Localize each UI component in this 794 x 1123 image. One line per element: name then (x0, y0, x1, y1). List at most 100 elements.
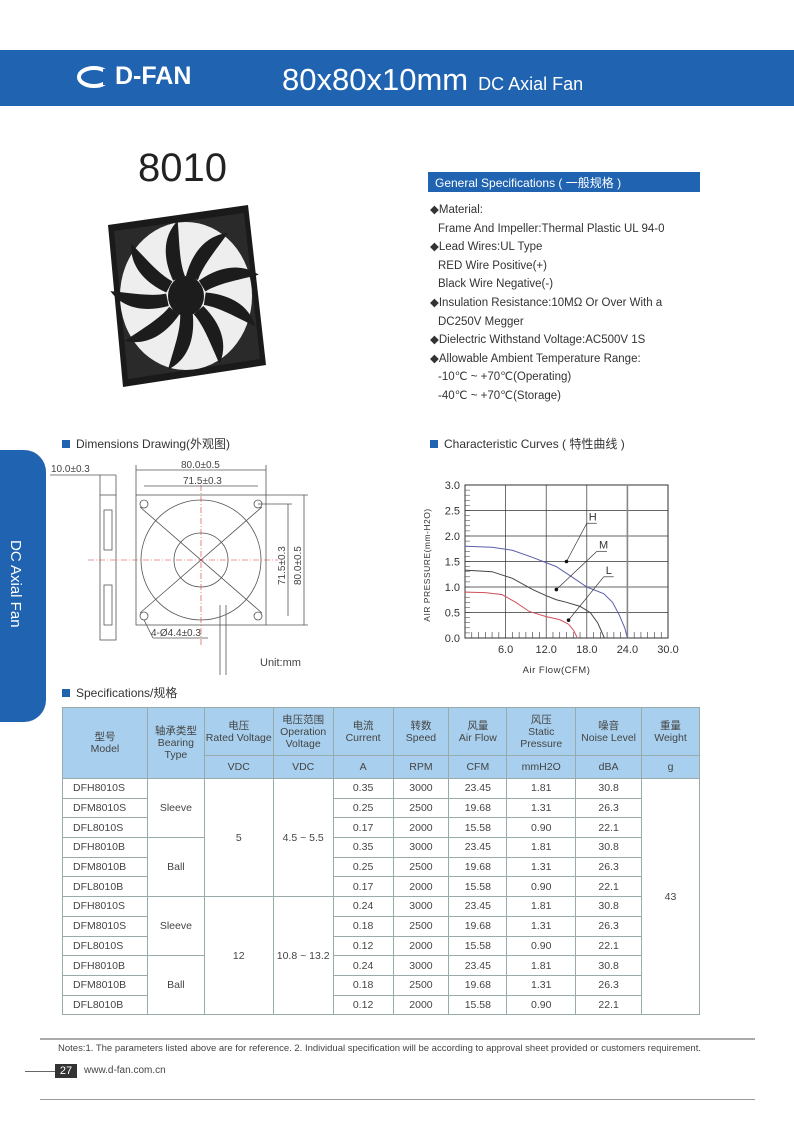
unit-cell: CFM (448, 755, 508, 779)
x-tick-label: 6.0 (498, 644, 513, 656)
column-header: 电压范围 Operation Voltage (272, 707, 334, 756)
value-cell: 26.3 (575, 974, 643, 996)
model-cell: DFL8010B (62, 876, 148, 898)
value-cell: 1.31 (506, 856, 577, 878)
operation-voltage-cell: 4.5 ~ 5.5 (272, 777, 334, 898)
series-line-M (464, 569, 605, 639)
specifications-table: 型号 Model 轴承类型 Bearing Type 电压 Rated Voltage 电压… (62, 707, 700, 1016)
value-cell: 19.68 (448, 974, 508, 996)
website-link[interactable]: www.d-fan.com.cn (84, 1065, 166, 1076)
fan-photo (108, 205, 266, 387)
x-tick-label: 12.0 (535, 644, 556, 656)
value-cell: 1.81 (506, 837, 577, 858)
divider (25, 1071, 55, 1072)
value-cell: 0.24 (332, 955, 394, 976)
spec-text: Dielectric Withstand Voltage:AC500V 1S (438, 334, 646, 347)
y-tick-label: 2.5 (445, 506, 460, 518)
square-bullet-icon (62, 688, 70, 697)
value-cell: 2500 (392, 974, 450, 996)
spec-item: -10℃ ~ +70℃(Operating) (430, 368, 664, 387)
value-cell: 0.90 (506, 876, 577, 898)
value-cell: 30.8 (575, 955, 643, 976)
value-cell: 22.1 (575, 876, 643, 898)
square-bullet-icon (62, 439, 70, 448)
value-cell: 0.35 (332, 778, 394, 799)
value-cell: 2000 (392, 817, 450, 839)
value-cell: 0.18 (332, 915, 394, 937)
value-cell: 1.81 (506, 896, 577, 917)
column-header: 噪音 Noise Level (575, 707, 643, 756)
value-cell: 15.58 (448, 876, 508, 898)
y-tick-label: 0.0 (445, 633, 460, 645)
value-cell: 0.25 (332, 856, 394, 878)
header-en: Rated Voltage (205, 731, 272, 744)
y-tick-label: 3.0 (445, 480, 460, 492)
value-cell: 2000 (392, 876, 450, 898)
brand-logo: D-FAN (75, 62, 191, 91)
series-label: H (589, 511, 597, 523)
spec-text: RED Wire Positive(+) (438, 259, 547, 272)
value-cell: 23.45 (448, 837, 508, 858)
general-specs-title: General Specifications ( 一般规格 ) (428, 172, 700, 192)
table-row: DFH8010B Ball 0.24 3000 23.45 1.81 30.8 (62, 955, 700, 1016)
header-zh: 电压 (228, 719, 250, 732)
value-cell: 3000 (392, 837, 450, 858)
header-zh: 转数 (410, 719, 432, 732)
series-label: M (599, 539, 608, 551)
dimensions-section-title: Dimensions Drawing(外观图) (62, 435, 230, 452)
value-cell: 2500 (392, 915, 450, 937)
specifications-section-title: Specifications/规格 (62, 684, 177, 701)
column-header: 风量 Air Flow (448, 707, 508, 756)
model-cell: DFH8010S (62, 896, 148, 917)
brand-name: D-FAN (115, 62, 192, 90)
spec-item: ◆Lead Wires:UL Type (430, 238, 664, 257)
table-row: DFM8010B 0.25 2500 19.68 1.31 26.3 (62, 856, 700, 878)
width-dim: 80.0±0.5 (181, 460, 220, 471)
spec-text: -40℃ ~ +70℃(Storage) (438, 389, 562, 402)
diamond-bullet-icon: ◆ (430, 204, 439, 216)
value-cell: 19.68 (448, 915, 508, 937)
value-cell: 30.8 (575, 896, 643, 917)
weight-cell: 43 (641, 777, 700, 1016)
unit-cell: A (332, 755, 394, 779)
x-axis-label: Air Flow(CFM) (523, 665, 591, 676)
diamond-bullet-icon: ◆ (430, 241, 439, 254)
table-row: DFL8010S 0.17 2000 15.58 0.90 22.1 (62, 817, 700, 839)
section-label: Dimensions Drawing(外观图) (76, 437, 231, 451)
header-zh: 风量 (467, 719, 489, 732)
header-en: Current (345, 731, 381, 744)
spec-text: Material: (438, 204, 483, 216)
x-tick-label: 30.0 (657, 644, 678, 656)
model-cell: DFL8010S (62, 817, 148, 839)
leader-line (556, 551, 598, 590)
unit-label: Unit:mm (260, 657, 301, 669)
spec-item: -40℃ ~ +70℃(Storage) (430, 387, 664, 406)
operation-voltage-cell: 10.8 ~ 13.2 (272, 896, 334, 1016)
value-cell: 1.31 (506, 915, 577, 937)
value-cell: 23.45 (448, 778, 508, 799)
value-cell: 1.81 (506, 778, 577, 799)
value-cell: 1.81 (506, 955, 577, 976)
column-header: 电流 Current (332, 707, 394, 756)
spec-item: ◆Dielectric Withstand Voltage:AC500V 1S (430, 331, 664, 350)
table-row: DFM8010B 0.18 2500 19.68 1.31 26.3 (62, 974, 700, 996)
bearing-cell: Ball (146, 837, 205, 898)
value-cell: 0.17 (332, 876, 394, 898)
model-cell: DFL8010B (62, 994, 148, 1016)
spec-item: RED Wire Positive(+) (430, 257, 664, 276)
unit-cell: g (641, 755, 700, 779)
value-cell: 19.68 (448, 797, 508, 819)
header-en: Speed (405, 731, 437, 744)
leader-line (568, 576, 604, 621)
bearing-cell: Sleeve (146, 896, 205, 957)
value-cell: 22.1 (575, 935, 643, 957)
value-cell: 23.45 (448, 955, 508, 976)
x-tick-label: 24.0 (617, 644, 638, 656)
value-cell: 0.90 (506, 935, 577, 957)
spec-text: Lead Wires:UL Type (438, 241, 543, 254)
spec-text: Frame And Impeller:Thermal Plastic UL 94… (438, 222, 665, 235)
page-title: 80x80x10mm DC Axial Fan (282, 62, 583, 98)
series-line-L (464, 591, 578, 639)
value-cell: 26.3 (575, 915, 643, 937)
header-en: Noise Level (581, 731, 637, 744)
